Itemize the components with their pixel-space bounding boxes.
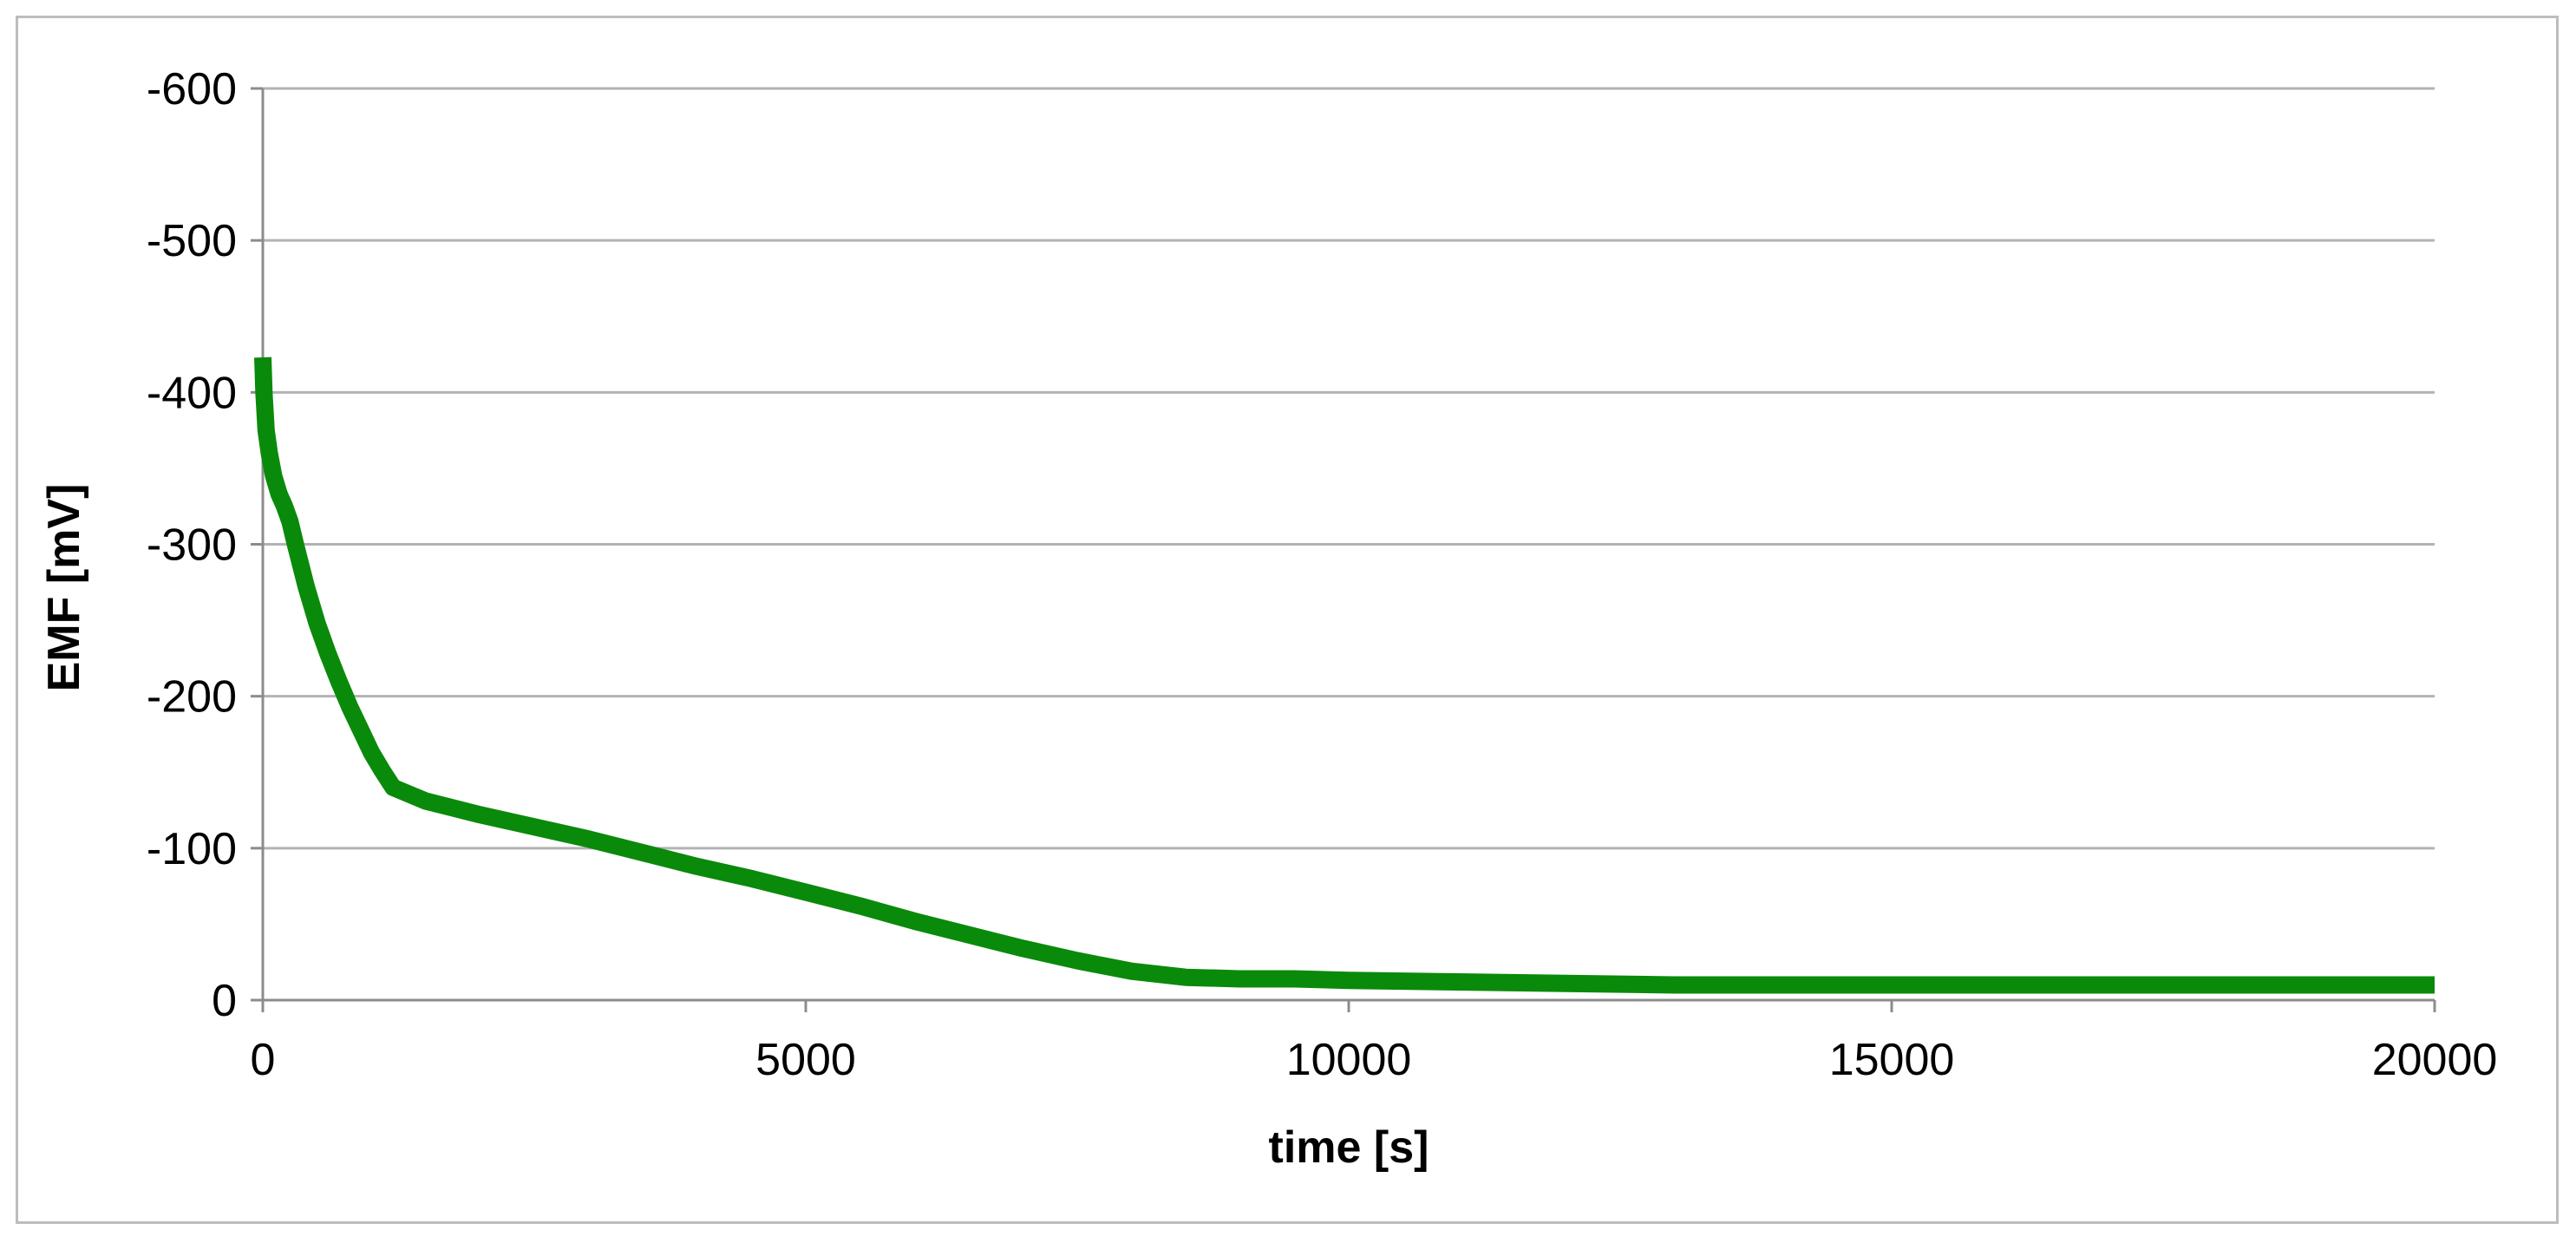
y-tick-label: -400 <box>147 368 237 418</box>
x-tick-label: 15000 <box>1829 1035 1955 1085</box>
y-tick-label: -300 <box>147 520 237 571</box>
line-chart: 0 -100 -200 -300 -400 -500 -600 0 5000 10000 1500… <box>39 64 2498 1173</box>
y-tick-label: -600 <box>147 64 237 114</box>
x-tick-label: 0 <box>251 1035 276 1085</box>
x-tick-label: 5000 <box>755 1035 856 1085</box>
series-line-0 <box>254 357 2435 994</box>
series-layer <box>254 357 2435 994</box>
y-tick-label: -500 <box>147 216 237 266</box>
gridlines <box>263 87 2435 850</box>
y-axis-title: EMF [mV] <box>39 484 89 692</box>
x-tick-labels: 0 5000 10000 15000 20000 <box>251 1035 2498 1085</box>
y-tick-labels: 0 -100 -200 -300 -400 -500 -600 <box>147 64 237 1026</box>
axes <box>251 87 2436 1012</box>
x-tick-label: 20000 <box>2372 1035 2498 1085</box>
y-tick-label: -200 <box>147 672 237 723</box>
y-tick-label: 0 <box>212 976 237 1026</box>
chart-frame: 0 -100 -200 -300 -400 -500 -600 0 5000 10000 1500… <box>16 16 2559 1224</box>
x-tick-label: 10000 <box>1286 1035 1412 1085</box>
y-tick-label: -100 <box>147 824 237 874</box>
x-axis-title: time [s] <box>1269 1122 1429 1173</box>
